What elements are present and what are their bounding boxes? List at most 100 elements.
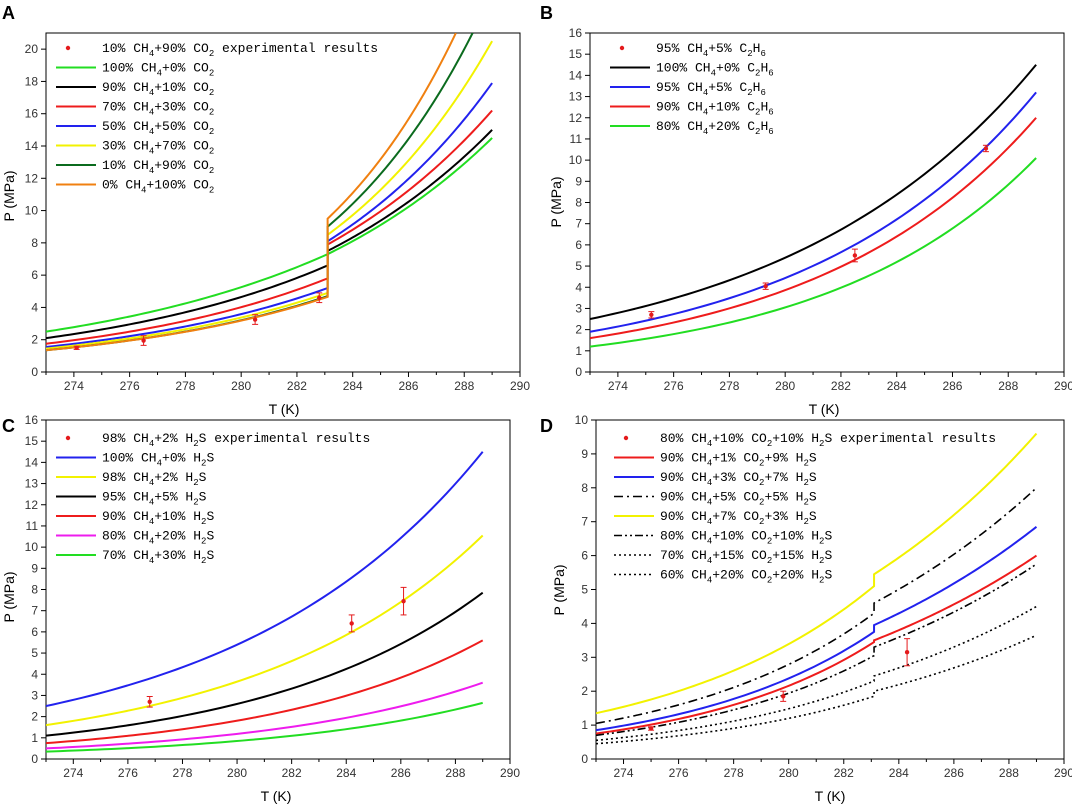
legend-text-fragment: 90% CH bbox=[102, 509, 149, 524]
legend-text-fragment: 2 bbox=[209, 69, 214, 79]
legend-text-fragment: 2 bbox=[201, 517, 206, 527]
legend-text-fragment: +1% CO bbox=[712, 451, 759, 466]
x-tick-label: 276 bbox=[669, 766, 689, 780]
y-tick-label: 12 bbox=[569, 111, 583, 125]
y-tick-label: 1 bbox=[31, 731, 38, 745]
experimental-point bbox=[983, 146, 989, 151]
y-tick-label: 16 bbox=[25, 107, 39, 121]
legend-label-7: 60% CH4+20% CO2+20% H2S bbox=[660, 568, 832, 586]
legend-label-2: 95% CH4+5% C2H6 bbox=[656, 80, 766, 98]
legend-text-fragment: 50% CH bbox=[102, 119, 149, 134]
legend-text-fragment: 4 bbox=[707, 498, 712, 508]
legend-label-3: 90% CH4+10% C2H6 bbox=[656, 100, 774, 118]
experimental-point bbox=[74, 345, 79, 350]
legend-text-fragment: S bbox=[199, 470, 207, 485]
legend-label-experimental: 98% CH4+2% H2S experimental results bbox=[102, 431, 370, 449]
legend-text-fragment: 4 bbox=[149, 127, 154, 137]
x-tick-label: 274 bbox=[608, 379, 628, 393]
legend-label-3: 90% CH4+5% CO2+5% H2S bbox=[660, 490, 817, 508]
y-tick-label: 20 bbox=[25, 42, 39, 56]
x-tick-label: 282 bbox=[282, 766, 302, 780]
legend-text-fragment: 10% CH bbox=[102, 158, 149, 173]
y-tick-label: 5 bbox=[575, 259, 582, 273]
legend-text-fragment: 4 bbox=[707, 537, 712, 547]
legend-text-fragment: 6 bbox=[768, 108, 773, 118]
y-tick-label: 10 bbox=[575, 413, 589, 427]
y-tick-label: 14 bbox=[25, 455, 39, 469]
legend-text-fragment: 2 bbox=[759, 517, 764, 527]
y-tick-label: 16 bbox=[25, 413, 39, 427]
legend-text-fragment: +10% CO bbox=[712, 529, 767, 544]
y-tick-label: 8 bbox=[31, 583, 38, 597]
legend-text-fragment: H bbox=[760, 119, 768, 134]
legend-text-fragment: H bbox=[760, 100, 768, 115]
legend-text-fragment: 2 bbox=[767, 556, 772, 566]
series-line-6 bbox=[46, 701, 483, 753]
legend-text-fragment: +20% H bbox=[154, 529, 201, 544]
x-tick-label: 290 bbox=[500, 766, 520, 780]
legend-marker-experimental bbox=[65, 45, 71, 51]
legend-label-experimental: 95% CH4+5% C2H6 bbox=[656, 41, 766, 59]
panel-label-A: A bbox=[2, 3, 15, 23]
legend-text-fragment: 70% CH bbox=[660, 548, 707, 563]
panel-A-ylabel: P (MPa) bbox=[1, 170, 17, 221]
legend-text-fragment: 2 bbox=[193, 478, 198, 488]
y-tick-label: 16 bbox=[569, 26, 583, 40]
y-tick-label: 5 bbox=[581, 583, 588, 597]
panel-A-xlabel: T (K) bbox=[269, 401, 300, 417]
series-line-4 bbox=[590, 157, 1037, 348]
legend-label-2: 90% CH4+10% CO2 bbox=[102, 80, 214, 98]
legend-text-fragment: 4 bbox=[149, 556, 154, 566]
legend-text-fragment: 4 bbox=[149, 147, 154, 157]
panel-D-xlabel: T (K) bbox=[815, 788, 846, 804]
legend-text-fragment: +2% H bbox=[154, 470, 193, 485]
legend-text-fragment: +0% CO bbox=[162, 61, 209, 76]
y-tick-label: 6 bbox=[31, 625, 38, 639]
legend-text-fragment: 2 bbox=[803, 517, 808, 527]
panel-B-ylabel: P (MPa) bbox=[548, 176, 564, 227]
legend-text-fragment: 90% CH bbox=[102, 80, 149, 95]
legend-text-fragment: +10% H bbox=[772, 529, 819, 544]
legend-text-fragment: 100% CH bbox=[102, 451, 157, 466]
legend-text-fragment: +2% H bbox=[154, 431, 193, 446]
legend-text-fragment: 6 bbox=[768, 127, 773, 137]
legend-text-fragment: 0% CH bbox=[102, 178, 141, 193]
legend-text-fragment: S experimental results bbox=[199, 431, 371, 446]
series-line-2 bbox=[590, 91, 1037, 333]
legend-text-fragment: S bbox=[809, 470, 817, 485]
legend-text-fragment: +10% CO bbox=[154, 80, 209, 95]
y-tick-label: 9 bbox=[581, 447, 588, 461]
legend-text-fragment: 95% CH bbox=[656, 80, 703, 95]
legend-label-4: 50% CH4+50% CO2 bbox=[102, 119, 214, 137]
x-tick-label: 276 bbox=[664, 379, 684, 393]
legend-text-fragment: 2 bbox=[193, 498, 198, 508]
y-tick-label: 14 bbox=[25, 139, 39, 153]
panel-label-C: C bbox=[2, 416, 15, 436]
legend-text-fragment: +30% CO bbox=[154, 100, 209, 115]
legend-text-fragment: 6 bbox=[768, 69, 773, 79]
legend-text-fragment: 70% CH bbox=[102, 100, 149, 115]
legend-text-fragment: 2 bbox=[767, 537, 772, 547]
legend-text-fragment: +50% CO bbox=[154, 119, 209, 134]
y-tick-label: 7 bbox=[581, 515, 588, 529]
y-tick-label: 0 bbox=[581, 752, 588, 766]
legend-text-fragment: S bbox=[206, 548, 214, 563]
x-tick-label: 276 bbox=[120, 379, 140, 393]
x-tick-label: 278 bbox=[175, 379, 195, 393]
legend: 98% CH4+2% H2S experimental results 100% … bbox=[56, 431, 370, 566]
legend-text-fragment: +0% H bbox=[162, 451, 201, 466]
legend-text-fragment: 2 bbox=[759, 459, 764, 469]
legend-text-fragment: 2 bbox=[747, 88, 752, 98]
plot-frame bbox=[45, 32, 521, 373]
legend-text-fragment: 90% CH bbox=[656, 100, 703, 115]
panel-B-plot: 274 276 278 280 282 284 286 288 2900123456789101… bbox=[569, 26, 1072, 393]
legend-text-fragment: H bbox=[760, 61, 768, 76]
legend-text-fragment: 4 bbox=[707, 478, 712, 488]
legend-text-fragment: +5% CO bbox=[712, 490, 759, 505]
legend-text-fragment: 2 bbox=[755, 108, 760, 118]
series-line-3 bbox=[596, 487, 1038, 725]
series-line-1 bbox=[596, 554, 1038, 735]
legend-text-fragment: 4 bbox=[149, 478, 154, 488]
x-tick-label: 284 bbox=[336, 766, 356, 780]
legend-text-fragment: 4 bbox=[149, 517, 154, 527]
